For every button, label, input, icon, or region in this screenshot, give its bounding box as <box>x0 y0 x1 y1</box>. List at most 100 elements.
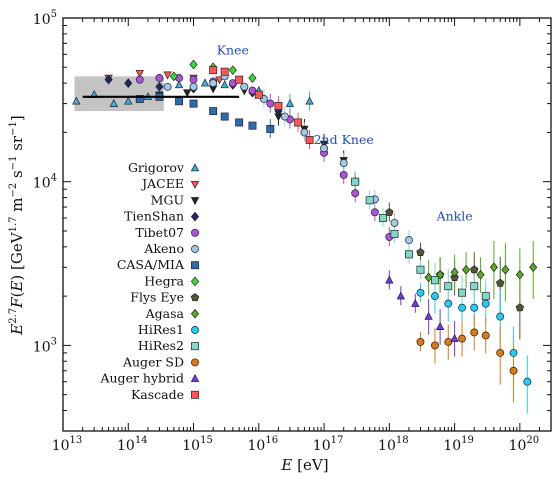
data-point-akeno <box>320 144 329 153</box>
legend-marker-auger-hybrid <box>190 373 200 382</box>
x-tick-label: 1017 <box>313 435 344 454</box>
legend-label-auger-hybrid: Auger hybrid <box>99 371 184 386</box>
data-point-hegra <box>169 71 178 82</box>
data-point-tibet07 <box>155 74 164 82</box>
data-point-tibet07 <box>351 189 360 198</box>
series-agasa <box>424 262 538 283</box>
data-point-hires1 <box>509 348 518 357</box>
x-axis-label: E [eV] <box>280 456 328 474</box>
data-point-tibet07 <box>339 170 348 179</box>
data-point-akeno <box>189 82 198 91</box>
legend-label-hires1: HiRes1 <box>138 322 184 337</box>
data-point-hires1 <box>430 292 439 301</box>
data-point-casa-mia <box>248 121 257 130</box>
data-point-kascade <box>254 90 263 99</box>
data-point-hires2 <box>365 196 374 205</box>
axis-ticks <box>62 17 552 432</box>
legend-label-kascade: Kascade <box>131 387 184 402</box>
data-point-kascade <box>220 67 229 76</box>
data-point-grigorov <box>109 98 118 107</box>
data-point-agasa <box>529 262 538 273</box>
data-point-jacee <box>215 76 224 85</box>
data-point-tibet07 <box>370 208 379 217</box>
legend-marker-akeno <box>191 245 199 253</box>
data-point-akeno <box>240 82 249 91</box>
data-point-tibet07 <box>135 75 144 84</box>
data-point-kascade <box>274 102 283 110</box>
data-point-hegra <box>189 59 198 70</box>
series-auger-sd <box>416 328 518 375</box>
legend-label-agasa: Agasa <box>145 306 185 321</box>
data-point-auger-sd <box>444 337 453 346</box>
data-point-agasa <box>424 272 433 283</box>
data-point-akeno <box>280 112 289 121</box>
data-point-auger-sd <box>481 331 490 340</box>
data-point-hires1 <box>523 377 532 386</box>
data-point-hires2 <box>470 282 479 291</box>
data-point-flys-eye <box>515 303 525 312</box>
data-point-akeno <box>209 79 218 88</box>
data-point-akeno <box>339 159 348 167</box>
data-point-auger-sd <box>458 334 466 343</box>
data-point-auger-hybrid <box>450 333 459 342</box>
x-tick-label: 1016 <box>248 435 279 454</box>
data-point-agasa <box>462 264 471 275</box>
data-point-casa-mia <box>175 97 184 106</box>
legend-marker-hegra <box>190 276 200 287</box>
data-point-hires1 <box>496 312 505 321</box>
x-tick-label: 1019 <box>443 435 474 454</box>
data-point-akeno <box>405 236 413 245</box>
data-point-auger-hybrid <box>411 298 420 307</box>
data-point-tienshan <box>124 78 133 89</box>
data-point-auger-hybrid <box>396 291 406 300</box>
axis-tick-labels: 1013 1014 1015 1016 1017 1018 1019 1020 103 104 10… <box>33 9 539 454</box>
errorbar-layer <box>263 89 534 414</box>
data-point-hires2 <box>458 288 466 297</box>
data-point-auger-sd <box>470 328 479 337</box>
legend-label-tienshan: TienShan <box>124 209 184 224</box>
legend-label-jacee: JACEE <box>140 176 184 191</box>
legend-marker-mgu <box>190 197 200 206</box>
legend-marker-tibet07 <box>191 228 199 237</box>
data-point-kascade <box>209 66 218 75</box>
legend-label-hegra: Hegra <box>144 273 184 288</box>
data-point-jacee <box>135 69 144 78</box>
legend-label-tibet07: Tibet07 <box>135 225 184 240</box>
data-point-hires2 <box>444 282 453 291</box>
data-point-agasa <box>450 267 459 278</box>
data-point-grigorov <box>200 78 210 87</box>
series-casa-mia <box>135 92 275 133</box>
data-point-hires2 <box>481 292 490 301</box>
data-point-akeno <box>300 128 309 137</box>
data-point-mgu <box>183 89 192 98</box>
data-point-grigorov <box>305 96 314 105</box>
data-point-casa-mia <box>235 118 244 127</box>
data-point-tibet07 <box>266 99 275 108</box>
data-point-agasa <box>489 262 498 273</box>
x-tick-label: 1018 <box>378 435 409 454</box>
legend-label-casa-mia: CASA/MIA <box>117 257 185 272</box>
data-point-jacee <box>163 71 172 80</box>
x-tick-label: 1014 <box>117 435 148 454</box>
data-point-flys-eye <box>470 265 479 274</box>
data-point-hires1 <box>470 303 479 312</box>
x-tick-label: 1013 <box>52 435 83 454</box>
x-tick-label: 1015 <box>182 435 213 454</box>
data-point-auger-hybrid <box>435 322 445 330</box>
data-point-agasa <box>501 264 510 275</box>
data-point-flys-eye <box>416 247 425 256</box>
data-point-hires1 <box>416 288 425 297</box>
data-point-tienshan <box>104 74 113 85</box>
data-point-hires2 <box>379 214 387 222</box>
legend-label-grigorov: Grigorov <box>128 160 185 175</box>
data-point-akeno <box>163 82 172 91</box>
data-point-hires1 <box>458 303 466 312</box>
data-point-kascade <box>294 118 303 127</box>
data-point-flys-eye <box>450 273 459 282</box>
data-point-hires2 <box>390 229 399 238</box>
series-kascade <box>209 66 314 144</box>
data-point-grigorov <box>72 96 81 105</box>
y-tick-label: 104 <box>33 173 57 192</box>
data-point-tienshan <box>155 81 164 92</box>
